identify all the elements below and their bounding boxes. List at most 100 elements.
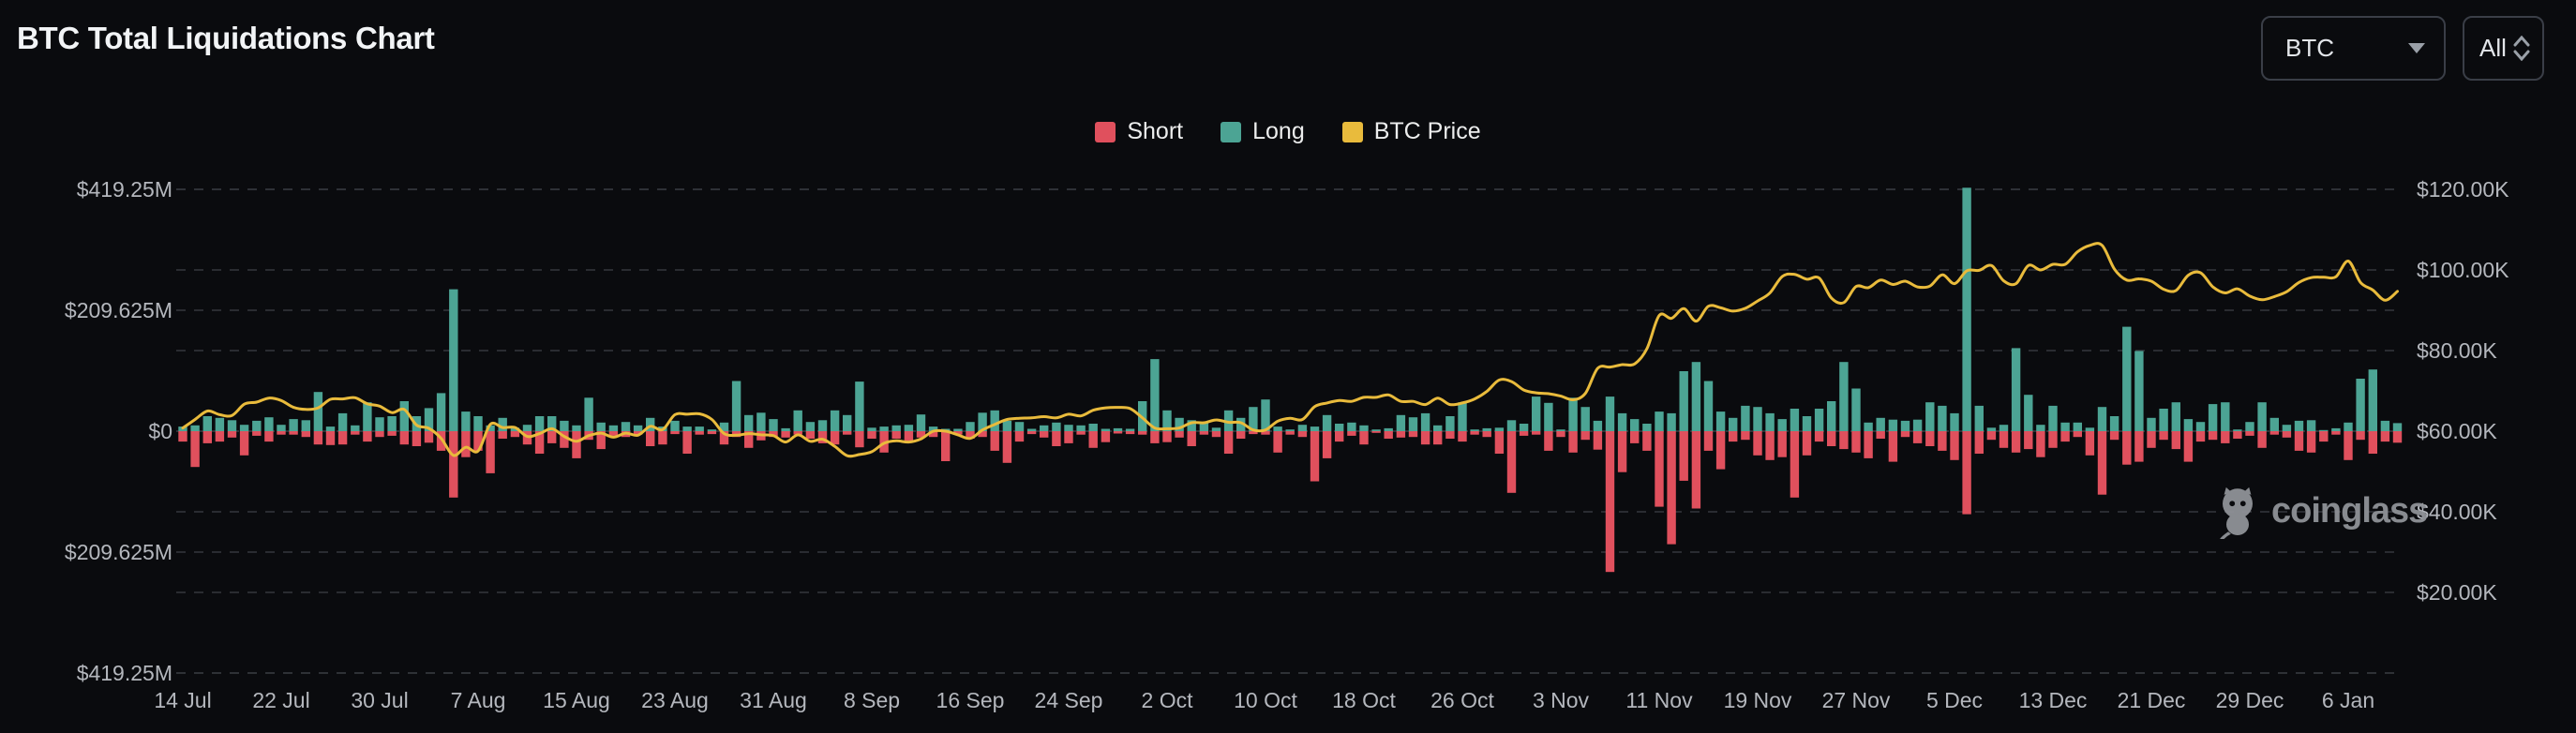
short-bar[interactable] [1519,431,1529,436]
short-bar[interactable] [2195,431,2206,442]
long-bar[interactable] [1617,412,1627,431]
long-bar[interactable] [2380,420,2390,431]
long-bar[interactable] [1211,427,1221,431]
long-bar[interactable] [375,417,384,431]
short-bar[interactable] [424,431,434,443]
long-bar[interactable] [1175,417,1184,431]
long-bar[interactable] [424,408,434,431]
short-bar[interactable] [1888,431,1898,462]
long-bar[interactable] [1814,409,1824,431]
long-bar[interactable] [337,412,348,431]
long-bar[interactable] [1285,429,1295,431]
long-bar[interactable] [633,425,643,431]
long-bar[interactable] [1506,420,1517,431]
short-bar[interactable] [1827,431,1836,446]
short-bar[interactable] [1026,431,1037,435]
short-bar[interactable] [2306,431,2316,453]
long-bar[interactable] [1113,427,1123,431]
short-bar[interactable] [1655,431,1664,507]
long-bar[interactable] [1974,405,1984,431]
short-bar[interactable] [1113,431,1123,434]
long-bar[interactable] [1777,419,1787,431]
short-bar[interactable] [805,431,816,439]
long-bar[interactable] [2147,417,2156,431]
short-bar[interactable] [449,431,458,498]
long-bar[interactable] [277,425,286,431]
short-bar[interactable] [2392,431,2403,443]
short-bar[interactable] [2233,431,2242,439]
short-bar[interactable] [399,431,409,445]
long-bar[interactable] [1088,424,1098,431]
short-bar[interactable] [1938,431,1947,451]
short-bar[interactable] [1950,431,1959,460]
short-bar[interactable] [412,431,422,446]
short-bar[interactable] [744,431,754,448]
long-bar[interactable] [1568,397,1578,431]
long-bar[interactable] [1064,425,1073,431]
long-bar[interactable] [1420,412,1430,431]
short-bar[interactable] [1014,431,1025,442]
short-bar[interactable] [1138,431,1147,435]
long-bar[interactable] [239,425,249,431]
short-bar[interactable] [633,431,643,435]
long-bar[interactable] [2257,402,2267,431]
short-bar[interactable] [252,431,262,436]
short-bar[interactable] [1630,431,1640,443]
long-bar[interactable] [805,422,816,431]
short-bar[interactable] [1974,431,1984,454]
long-bar[interactable] [2269,417,2279,431]
short-bar[interactable] [1150,431,1160,443]
long-bar[interactable] [621,422,631,431]
long-bar[interactable] [707,429,717,431]
long-bar[interactable] [1580,407,1590,431]
short-bar[interactable] [289,431,298,435]
long-bar[interactable] [2036,425,2045,431]
long-bar[interactable] [879,426,889,431]
long-bar[interactable] [486,425,495,431]
short-bar[interactable] [1359,431,1369,445]
short-bar[interactable] [436,431,446,451]
short-bar[interactable] [473,431,483,451]
long-bar[interactable] [1950,412,1959,431]
long-bar[interactable] [1999,425,2009,431]
long-bar[interactable] [891,425,901,431]
long-bar[interactable] [646,417,655,431]
long-bar[interactable] [572,425,581,431]
long-bar[interactable] [1396,414,1406,431]
short-bar[interactable] [1310,431,1320,482]
long-bar[interactable] [1101,428,1111,432]
short-bar[interactable] [916,431,926,438]
long-bar[interactable] [1076,425,1086,431]
long-bar[interactable] [1162,410,1172,431]
short-bar[interactable] [1568,431,1578,453]
long-bar[interactable] [2134,351,2144,432]
legend-item-long[interactable]: Long [1221,118,1305,145]
long-bar[interactable] [1655,411,1664,431]
short-bar[interactable] [1580,431,1590,441]
long-bar[interactable] [1347,422,1356,431]
long-bar[interactable] [534,416,545,431]
short-bar[interactable] [2282,431,2292,438]
short-bar[interactable] [1236,431,1246,439]
short-bar[interactable] [178,431,187,442]
long-bar[interactable] [2109,416,2119,431]
long-bar[interactable] [978,412,987,431]
short-bar[interactable] [1199,431,1209,435]
long-bar[interactable] [1938,405,1947,431]
long-bar[interactable] [2073,422,2082,431]
short-bar[interactable] [1396,431,1406,438]
short-bar[interactable] [1703,431,1714,451]
long-bar[interactable] [2245,422,2254,431]
long-bar[interactable] [2060,422,2070,431]
short-bar[interactable] [2147,431,2156,448]
long-bar[interactable] [1470,429,1479,431]
long-bar[interactable] [966,422,975,431]
short-bar[interactable] [1777,431,1787,457]
long-bar[interactable] [510,427,520,431]
short-bar[interactable] [1667,431,1676,545]
long-bar[interactable] [2356,379,2365,431]
short-bar[interactable] [1494,431,1505,454]
short-bar[interactable] [313,431,323,445]
short-bar[interactable] [1347,431,1356,436]
long-bar[interactable] [1986,427,1997,431]
